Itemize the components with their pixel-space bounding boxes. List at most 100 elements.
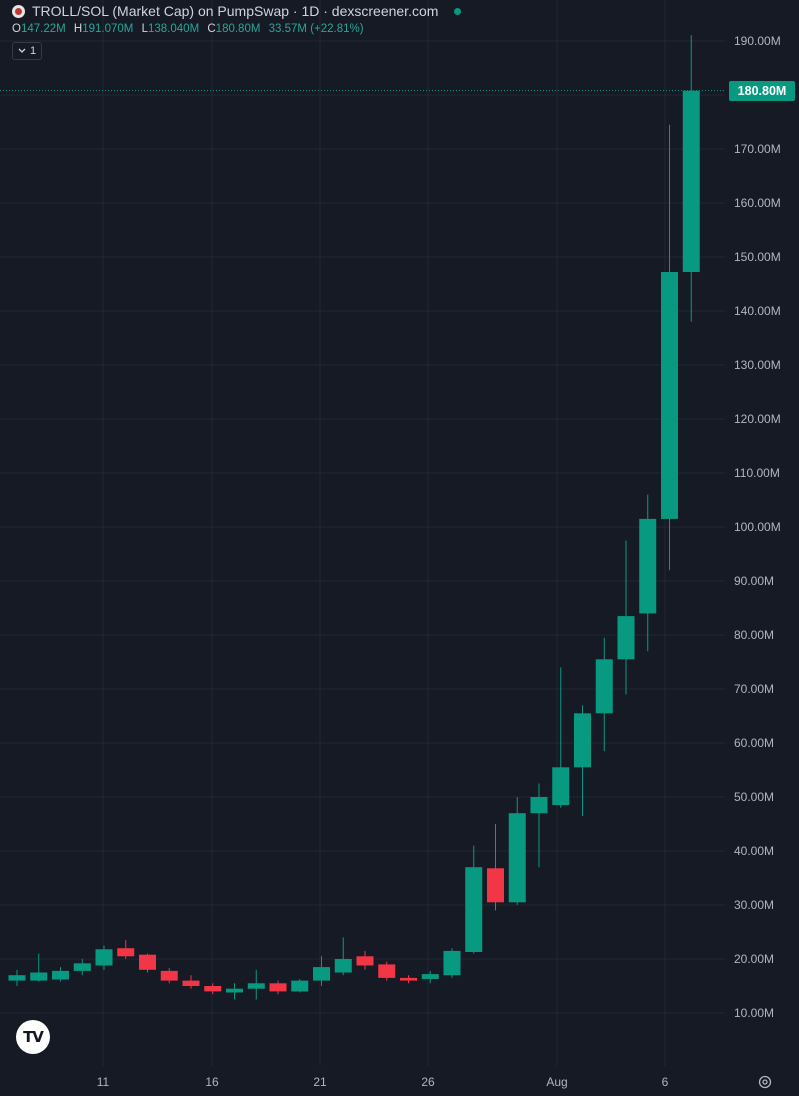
chart-title: TROLL/SOL (Market Cap) on PumpSwap · 1D … [32,3,439,19]
candle-body [160,970,178,981]
candle-body [661,272,678,519]
candle-body [639,518,657,614]
time-axis-label: 21 [313,1075,327,1089]
candle [421,970,439,984]
candle-body [465,867,483,952]
candle [508,797,526,905]
candle [182,975,200,989]
candle-body [182,980,200,986]
price-axis-label: 80.00M [734,628,775,642]
indicator-count: 1 [29,45,37,57]
chevron-down-icon [18,48,26,53]
candle-body [204,986,222,992]
candle [52,967,69,982]
close-value: 180.80M [215,23,261,35]
price-axis-label: 140.00M [734,304,781,318]
candle-body [95,949,113,966]
candle-body [682,90,700,273]
candle [465,845,483,954]
candle-body [530,797,548,814]
candle [530,783,548,868]
candle-body [30,972,48,981]
candles [8,35,700,1000]
close-label: C [207,23,216,35]
candle [443,948,461,978]
candle [334,937,352,976]
gear-icon[interactable] [757,1074,773,1090]
candle [487,824,504,911]
candle [639,494,657,652]
candle [682,35,700,322]
chart-plot-area[interactable]: TROLL/SOL (Market Cap) on PumpSwap · 1D … [0,0,725,1066]
indicators-collapse-button[interactable]: 1 [12,42,42,60]
candle-body [117,948,135,957]
candle-body [508,813,526,903]
low-label: L [141,23,148,35]
open-label: O [12,23,21,35]
candle [595,637,613,752]
time-axis-label: 26 [421,1075,435,1089]
candlestick-chart[interactable] [0,0,725,1066]
ohlc-readout: O147.22M H191.070M L138.040M C180.80M 33… [12,23,369,35]
last-price-badge: 180.80M [729,81,795,101]
price-axis-label: 40.00M [734,844,775,858]
price-axis-label: 190.00M [734,34,781,48]
open-value: 147.22M [20,23,66,35]
change-value: 33.57M (+22.81%) [268,23,364,35]
candle-body [617,616,635,660]
chart-legend: TROLL/SOL (Market Cap) on PumpSwap · 1D … [12,3,462,19]
candle [574,705,591,816]
price-axis-label: 170.00M [734,142,781,156]
candle-body [378,964,396,978]
price-axis-label: 10.00M [734,1006,775,1020]
candle-body [334,959,352,973]
tradingview-logo[interactable]: TV [16,1020,50,1054]
time-axis-label: 16 [205,1075,219,1089]
candle [247,969,265,1000]
price-axis-label: 60.00M [734,736,775,750]
candle-body [247,983,265,989]
candle [30,953,48,982]
candle-body [226,988,243,993]
candle-body [595,659,613,714]
price-axis-label: 90.00M [734,574,775,588]
candle-body [73,963,91,971]
low-value: 138.040M [148,23,200,35]
time-axis-label: 6 [661,1075,669,1089]
price-axis-label: 130.00M [734,358,781,372]
candle-body [421,974,439,979]
candle-body [139,954,156,970]
candle [400,975,417,984]
candle-body [313,967,330,981]
candle-body [574,713,591,768]
candle-body [8,975,26,981]
candle [291,978,309,993]
candle [73,959,91,976]
candle-body [487,868,504,903]
price-axis-label: 150.00M [734,250,781,264]
candle [356,950,374,970]
candle-body [552,767,570,806]
candle [661,124,678,571]
price-axis-label: 120.00M [734,412,781,426]
candle-body [356,956,374,966]
candle [117,940,135,959]
price-axis-label: 160.00M [734,196,781,210]
time-axis-label: Aug [546,1075,568,1089]
price-axis-label: 110.00M [734,466,780,480]
candle [8,969,26,986]
candle-body [443,950,461,976]
grid-lines [0,0,725,1066]
candle [552,667,570,808]
troll-token-icon [12,4,25,18]
candle [204,983,222,995]
candle [139,953,156,973]
candle [313,956,330,986]
price-axis-label: 70.00M [734,682,775,696]
price-axis-label: 50.00M [734,790,775,804]
time-axis-label: 11 [96,1075,110,1089]
high-label: H [73,23,83,35]
candle [617,540,635,695]
candle [378,961,396,981]
price-axis-label: 30.00M [734,898,775,912]
